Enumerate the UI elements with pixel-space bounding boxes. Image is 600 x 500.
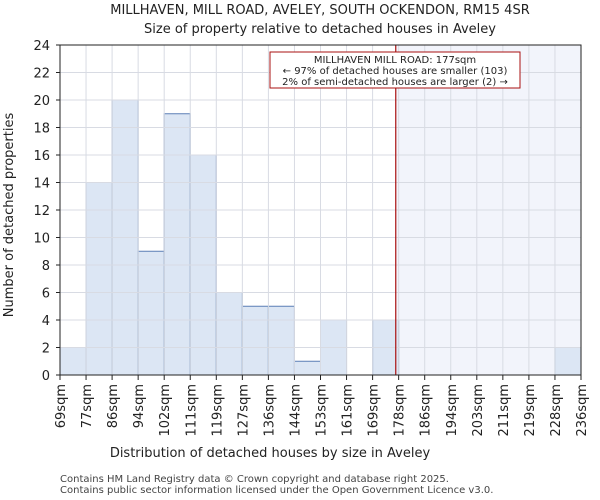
x-tick-label: 111sqm — [184, 384, 199, 437]
y-tick-label: 12 — [33, 204, 50, 219]
x-tick-label: 186sqm — [419, 384, 434, 437]
x-tick-label: 69sqm — [54, 384, 69, 428]
x-tick-label: 136sqm — [262, 384, 277, 437]
y-tick-label: 20 — [33, 94, 50, 109]
y-tick-label: 14 — [33, 177, 50, 192]
y-axis-label: Number of detached properties — [2, 113, 17, 318]
y-tick-label: 8 — [42, 259, 50, 274]
x-tick-label: 86sqm — [106, 384, 121, 428]
x-tick-label: 194sqm — [445, 384, 460, 437]
bar-94sqm — [137, 250, 165, 376]
bar-77sqm — [85, 182, 113, 376]
x-tick-label: 102sqm — [158, 384, 173, 437]
x-tick-label: 153sqm — [315, 384, 330, 437]
annotation-line-2: ← 97% of detached houses are smaller (10… — [283, 66, 508, 77]
bar-69sqm — [59, 347, 87, 376]
x-tick-label: 169sqm — [367, 384, 382, 437]
x-tick-label: 94sqm — [132, 384, 147, 428]
bar-119sqm — [215, 292, 243, 376]
y-tick-label: 2 — [42, 342, 50, 357]
bar-136sqm — [267, 305, 295, 376]
chart-subtitle: Size of property relative to detached ho… — [144, 22, 496, 37]
plot-area-frame — [59, 44, 582, 376]
x-tick-label: 219sqm — [523, 384, 538, 437]
y-tick-label: 0 — [42, 369, 50, 384]
x-axis-label: Distribution of detached houses by size … — [110, 446, 431, 461]
annotation-line-3: 2% of semi-detached houses are larger (2… — [282, 77, 508, 88]
y-tick-label: 6 — [42, 287, 50, 302]
annotation-box-border — [269, 51, 521, 89]
bar-102sqm — [163, 113, 191, 376]
chart-title: MILLHAVEN, MILL ROAD, AVELEY, SOUTH OCKE… — [110, 3, 530, 18]
x-tick-label: 161sqm — [341, 384, 356, 437]
y-tick-label: 4 — [42, 314, 50, 329]
annotation-box: MILLHAVEN MILL ROAD: 177sqm ← 97% of det… — [269, 51, 521, 89]
x-tick-label: 236sqm — [575, 384, 590, 437]
x-tick-label: 228sqm — [549, 384, 564, 437]
y-tick-label: 16 — [33, 149, 50, 164]
y-tick-label: 24 — [33, 39, 50, 54]
bar-127sqm — [241, 305, 269, 376]
x-tick-label: 203sqm — [471, 384, 486, 437]
annotation-line-1: MILLHAVEN MILL ROAD: 177sqm — [314, 55, 476, 66]
x-tick-label: 178sqm — [393, 384, 408, 437]
bar-144sqm — [293, 360, 322, 376]
x-tick-label: 127sqm — [236, 384, 251, 437]
y-tick-label: 18 — [33, 122, 50, 137]
footer-line-1: Contains HM Land Registry data © Crown c… — [60, 474, 449, 485]
bar-228sqm — [554, 347, 582, 376]
x-tick-label: 119sqm — [210, 384, 225, 437]
x-tick-label: 77sqm — [80, 384, 95, 428]
x-tick-label: 211sqm — [497, 384, 512, 437]
footer-line-2: Contains public sector information licen… — [60, 485, 494, 496]
x-tick-label: 144sqm — [288, 384, 303, 437]
y-tick-label: 22 — [33, 67, 50, 82]
y-tick-label: 10 — [33, 232, 50, 247]
